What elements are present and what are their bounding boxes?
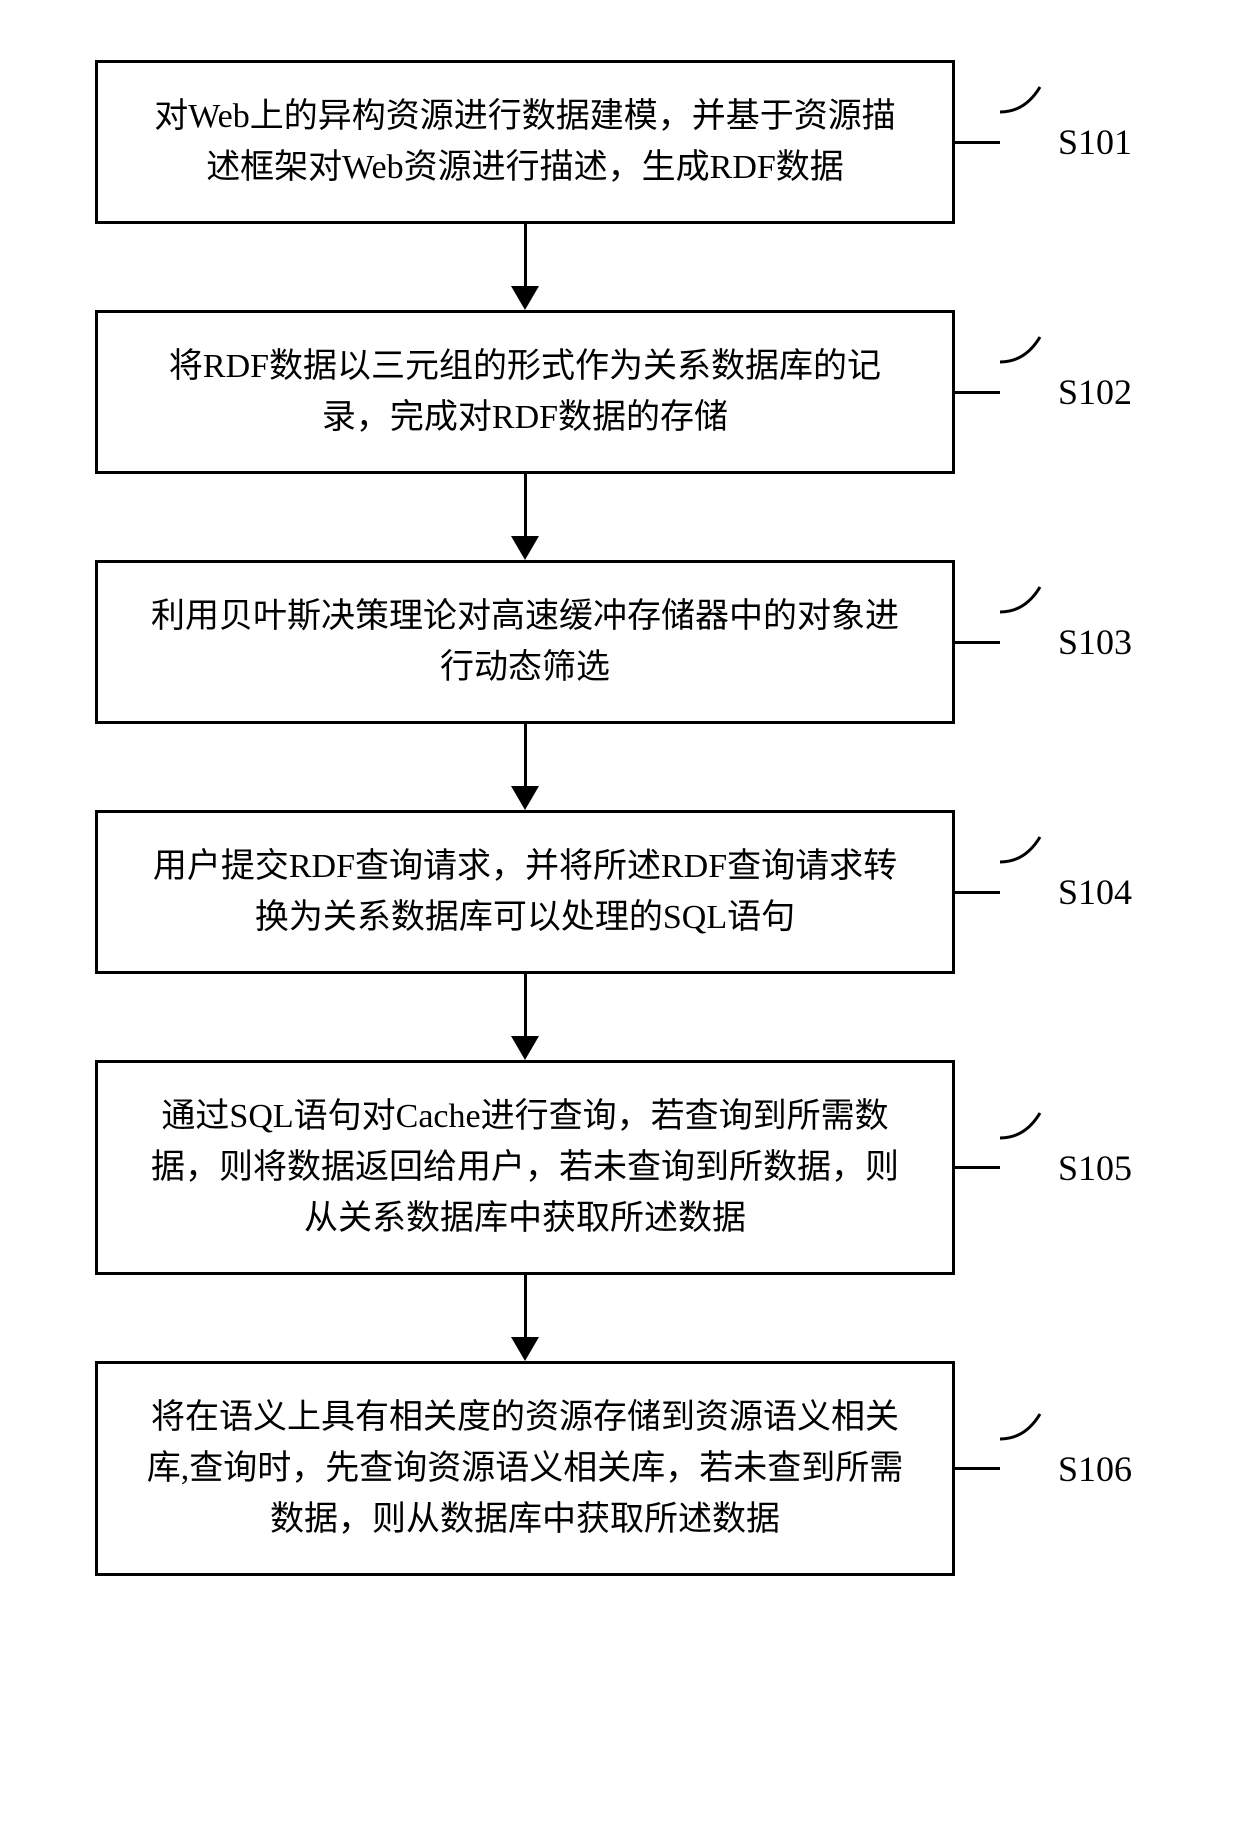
arrow-head-icon <box>511 786 539 810</box>
curve-icon <box>1000 362 1050 422</box>
curve-icon <box>1000 112 1050 172</box>
arrow-down-icon <box>511 1275 539 1361</box>
step-box-s104: 用户提交RDF查询请求，并将所述RDF查询请求转换为关系数据库可以处理的SQL语… <box>95 810 955 974</box>
step-label: S103 <box>1058 621 1132 663</box>
step-box-s102: 将RDF数据以三元组的形式作为关系数据库的记录，完成对RDF数据的存储 <box>95 310 955 474</box>
curve-icon <box>1000 1439 1050 1499</box>
arrow-head-icon <box>511 1337 539 1361</box>
step-text: 利用贝叶斯决策理论对高速缓冲存储器中的对象进行动态筛选 <box>138 591 912 693</box>
arrow-shaft <box>524 224 527 286</box>
connector-line <box>955 1166 1000 1169</box>
step-text: 对Web上的异构资源进行数据建模，并基于资源描述框架对Web资源进行描述，生成R… <box>138 91 912 193</box>
arrow-head-icon <box>511 536 539 560</box>
flowchart-container: 对Web上的异构资源进行数据建模，并基于资源描述框架对Web资源进行描述，生成R… <box>95 60 1145 1576</box>
arrow-shaft <box>524 724 527 786</box>
curve-icon <box>1000 1138 1050 1198</box>
arrow-shaft <box>524 974 527 1036</box>
step-box-s106: 将在语义上具有相关度的资源存储到资源语义相关库,查询时，先查询资源语义相关库，若… <box>95 1361 955 1576</box>
step-row-2: 将RDF数据以三元组的形式作为关系数据库的记录，完成对RDF数据的存储 S102 <box>95 310 1145 474</box>
label-connector: S106 <box>955 1439 1145 1499</box>
step-row-1: 对Web上的异构资源进行数据建模，并基于资源描述框架对Web资源进行描述，生成R… <box>95 60 1145 224</box>
arrow-shaft <box>524 1275 527 1337</box>
connector-line <box>955 641 1000 644</box>
step-row-4: 用户提交RDF查询请求，并将所述RDF查询请求转换为关系数据库可以处理的SQL语… <box>95 810 1145 974</box>
curve-icon <box>1000 612 1050 672</box>
arrow-head-icon <box>511 286 539 310</box>
step-label: S104 <box>1058 871 1132 913</box>
arrow-down-icon <box>511 724 539 810</box>
arrow-head-icon <box>511 1036 539 1060</box>
step-row-5: 通过SQL语句对Cache进行查询，若查询到所需数据，则将数据返回给用户，若未查… <box>95 1060 1145 1275</box>
step-row-3: 利用贝叶斯决策理论对高速缓冲存储器中的对象进行动态筛选 S103 <box>95 560 1145 724</box>
label-connector: S104 <box>955 862 1145 922</box>
arrow-down-icon <box>511 224 539 310</box>
arrow-down-icon <box>511 974 539 1060</box>
arrow-down-icon <box>511 474 539 560</box>
label-connector: S105 <box>955 1138 1145 1198</box>
step-box-s101: 对Web上的异构资源进行数据建模，并基于资源描述框架对Web资源进行描述，生成R… <box>95 60 955 224</box>
label-connector: S101 <box>955 112 1145 172</box>
connector-line <box>955 1467 1000 1470</box>
step-text: 用户提交RDF查询请求，并将所述RDF查询请求转换为关系数据库可以处理的SQL语… <box>138 841 912 943</box>
step-label: S106 <box>1058 1448 1132 1490</box>
step-label: S102 <box>1058 371 1132 413</box>
step-text: 将在语义上具有相关度的资源存储到资源语义相关库,查询时，先查询资源语义相关库，若… <box>138 1392 912 1545</box>
connector-line <box>955 891 1000 894</box>
step-text: 通过SQL语句对Cache进行查询，若查询到所需数据，则将数据返回给用户，若未查… <box>138 1091 912 1244</box>
step-box-s103: 利用贝叶斯决策理论对高速缓冲存储器中的对象进行动态筛选 <box>95 560 955 724</box>
connector-line <box>955 391 1000 394</box>
step-label: S105 <box>1058 1147 1132 1189</box>
connector-line <box>955 141 1000 144</box>
curve-icon <box>1000 862 1050 922</box>
step-box-s105: 通过SQL语句对Cache进行查询，若查询到所需数据，则将数据返回给用户，若未查… <box>95 1060 955 1275</box>
step-row-6: 将在语义上具有相关度的资源存储到资源语义相关库,查询时，先查询资源语义相关库，若… <box>95 1361 1145 1576</box>
step-label: S101 <box>1058 121 1132 163</box>
step-text: 将RDF数据以三元组的形式作为关系数据库的记录，完成对RDF数据的存储 <box>138 341 912 443</box>
label-connector: S103 <box>955 612 1145 672</box>
arrow-shaft <box>524 474 527 536</box>
label-connector: S102 <box>955 362 1145 422</box>
